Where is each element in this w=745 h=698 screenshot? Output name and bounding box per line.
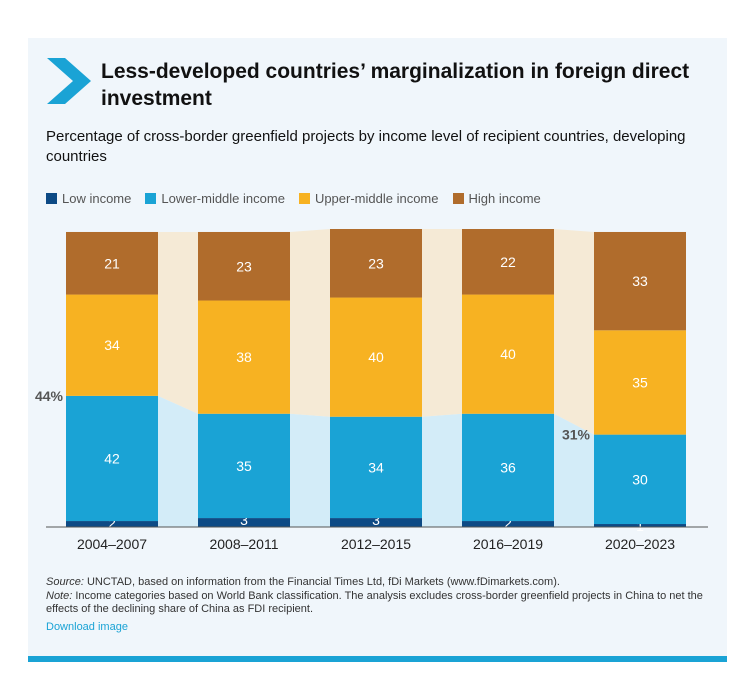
legend-item-high: High income: [452, 190, 541, 206]
data-label: 3: [372, 512, 380, 528]
connector-lower-zone: [290, 413, 330, 527]
bar-segment-low: [330, 518, 422, 527]
bar-segment-upper-middle: [330, 297, 422, 417]
bar-segment-lower-middle: [330, 416, 422, 519]
bar-segment-low: [66, 521, 158, 527]
bar-segment-high: [66, 231, 158, 295]
bar-segment-high: [330, 229, 422, 298]
bar-segment-low: [198, 518, 290, 527]
data-label: 40: [500, 346, 516, 362]
bar-segment-high: [198, 231, 290, 301]
legend-swatch: [46, 192, 57, 204]
source-note: Source: UNCTAD, based on information fro…: [46, 576, 716, 589]
legend-label: High income: [468, 190, 541, 206]
bar-segment-upper-middle: [462, 294, 554, 414]
legend-item-low: Low income: [46, 191, 131, 206]
data-label: 2: [108, 515, 116, 531]
bar-segment-high: [462, 229, 554, 295]
source-label: Source:: [46, 576, 84, 588]
data-label: 1: [636, 518, 644, 534]
annotation-label: 31%: [562, 427, 591, 443]
legend-swatch: [298, 192, 310, 204]
download-image-link[interactable]: Download image: [46, 621, 128, 633]
legend-item-upper-middle: Upper-middle income: [298, 190, 439, 206]
source-text: UNCTAD, based on information from the Fi…: [83, 576, 560, 588]
data-label: 38: [236, 349, 252, 365]
data-label: 34: [368, 459, 384, 475]
x-tick-label: 2004–2007: [77, 536, 147, 552]
x-tick-label: 2020–2023: [605, 536, 675, 552]
data-label: 23: [236, 258, 252, 274]
data-label: 35: [632, 374, 648, 390]
bottom-accent-bar: [28, 656, 727, 662]
connector-upper-zone: [554, 229, 594, 435]
x-tick-label: 2008–2011: [209, 536, 278, 552]
data-label: 21: [104, 255, 120, 271]
data-label: 3: [240, 512, 248, 528]
connector-lower-zone: [554, 413, 594, 527]
data-label: 40: [368, 349, 384, 365]
note-label: Note:: [46, 590, 73, 602]
connector-upper-zone: [158, 231, 198, 414]
bar-segment-upper-middle: [198, 300, 290, 414]
legend-swatch: [145, 192, 157, 204]
legend: Low income Lower-middle income Upper-middl…: [46, 189, 555, 207]
legend-label: Low income: [62, 190, 132, 206]
methodology-note: Note: Income categories based on World B…: [46, 590, 716, 616]
bar-segment-upper-middle: [594, 330, 686, 435]
legend-swatch: [452, 192, 464, 204]
x-tick-label: 2012–2015: [341, 536, 411, 552]
connector-lower-zone: [422, 413, 462, 527]
data-label: 33: [632, 273, 648, 289]
data-label: 22: [500, 254, 516, 270]
annotation-label: 44%: [35, 388, 64, 404]
bar-segment-lower-middle: [66, 395, 158, 522]
data-label: 23: [368, 255, 384, 271]
legend-item-lower-middle: Lower-middle income: [145, 191, 285, 206]
connector-upper-zone: [422, 229, 462, 417]
data-label: 35: [236, 458, 252, 474]
bar-segment-lower-middle: [462, 413, 554, 522]
data-label: 30: [632, 471, 648, 487]
data-label: 34: [104, 337, 120, 353]
legend-label: Lower-middle income: [161, 190, 285, 206]
x-tick-label: 2016–2019: [473, 536, 543, 552]
note-text: Income categories based on World Bank cl…: [46, 590, 703, 615]
chart-title: Less-developed countries’ marginalizatio…: [101, 60, 690, 110]
data-label: 2: [504, 515, 512, 531]
bar-segment-low: [462, 521, 554, 527]
connector-lower-zone: [158, 395, 198, 527]
legend-label: Upper-middle income: [314, 190, 439, 206]
bar-segment-lower-middle: [594, 434, 686, 525]
data-label: 36: [500, 459, 516, 475]
bar-segment-low: [594, 524, 686, 527]
chevron-right-icon: [47, 58, 91, 104]
bar-segment-high: [594, 231, 686, 331]
chart-subtitle: Percentage of cross-border greenfield pr…: [46, 128, 686, 165]
bar-segment-upper-middle: [66, 294, 158, 396]
connector-upper-zone: [290, 229, 330, 417]
data-label: 42: [104, 450, 120, 466]
bar-segment-lower-middle: [198, 413, 290, 519]
